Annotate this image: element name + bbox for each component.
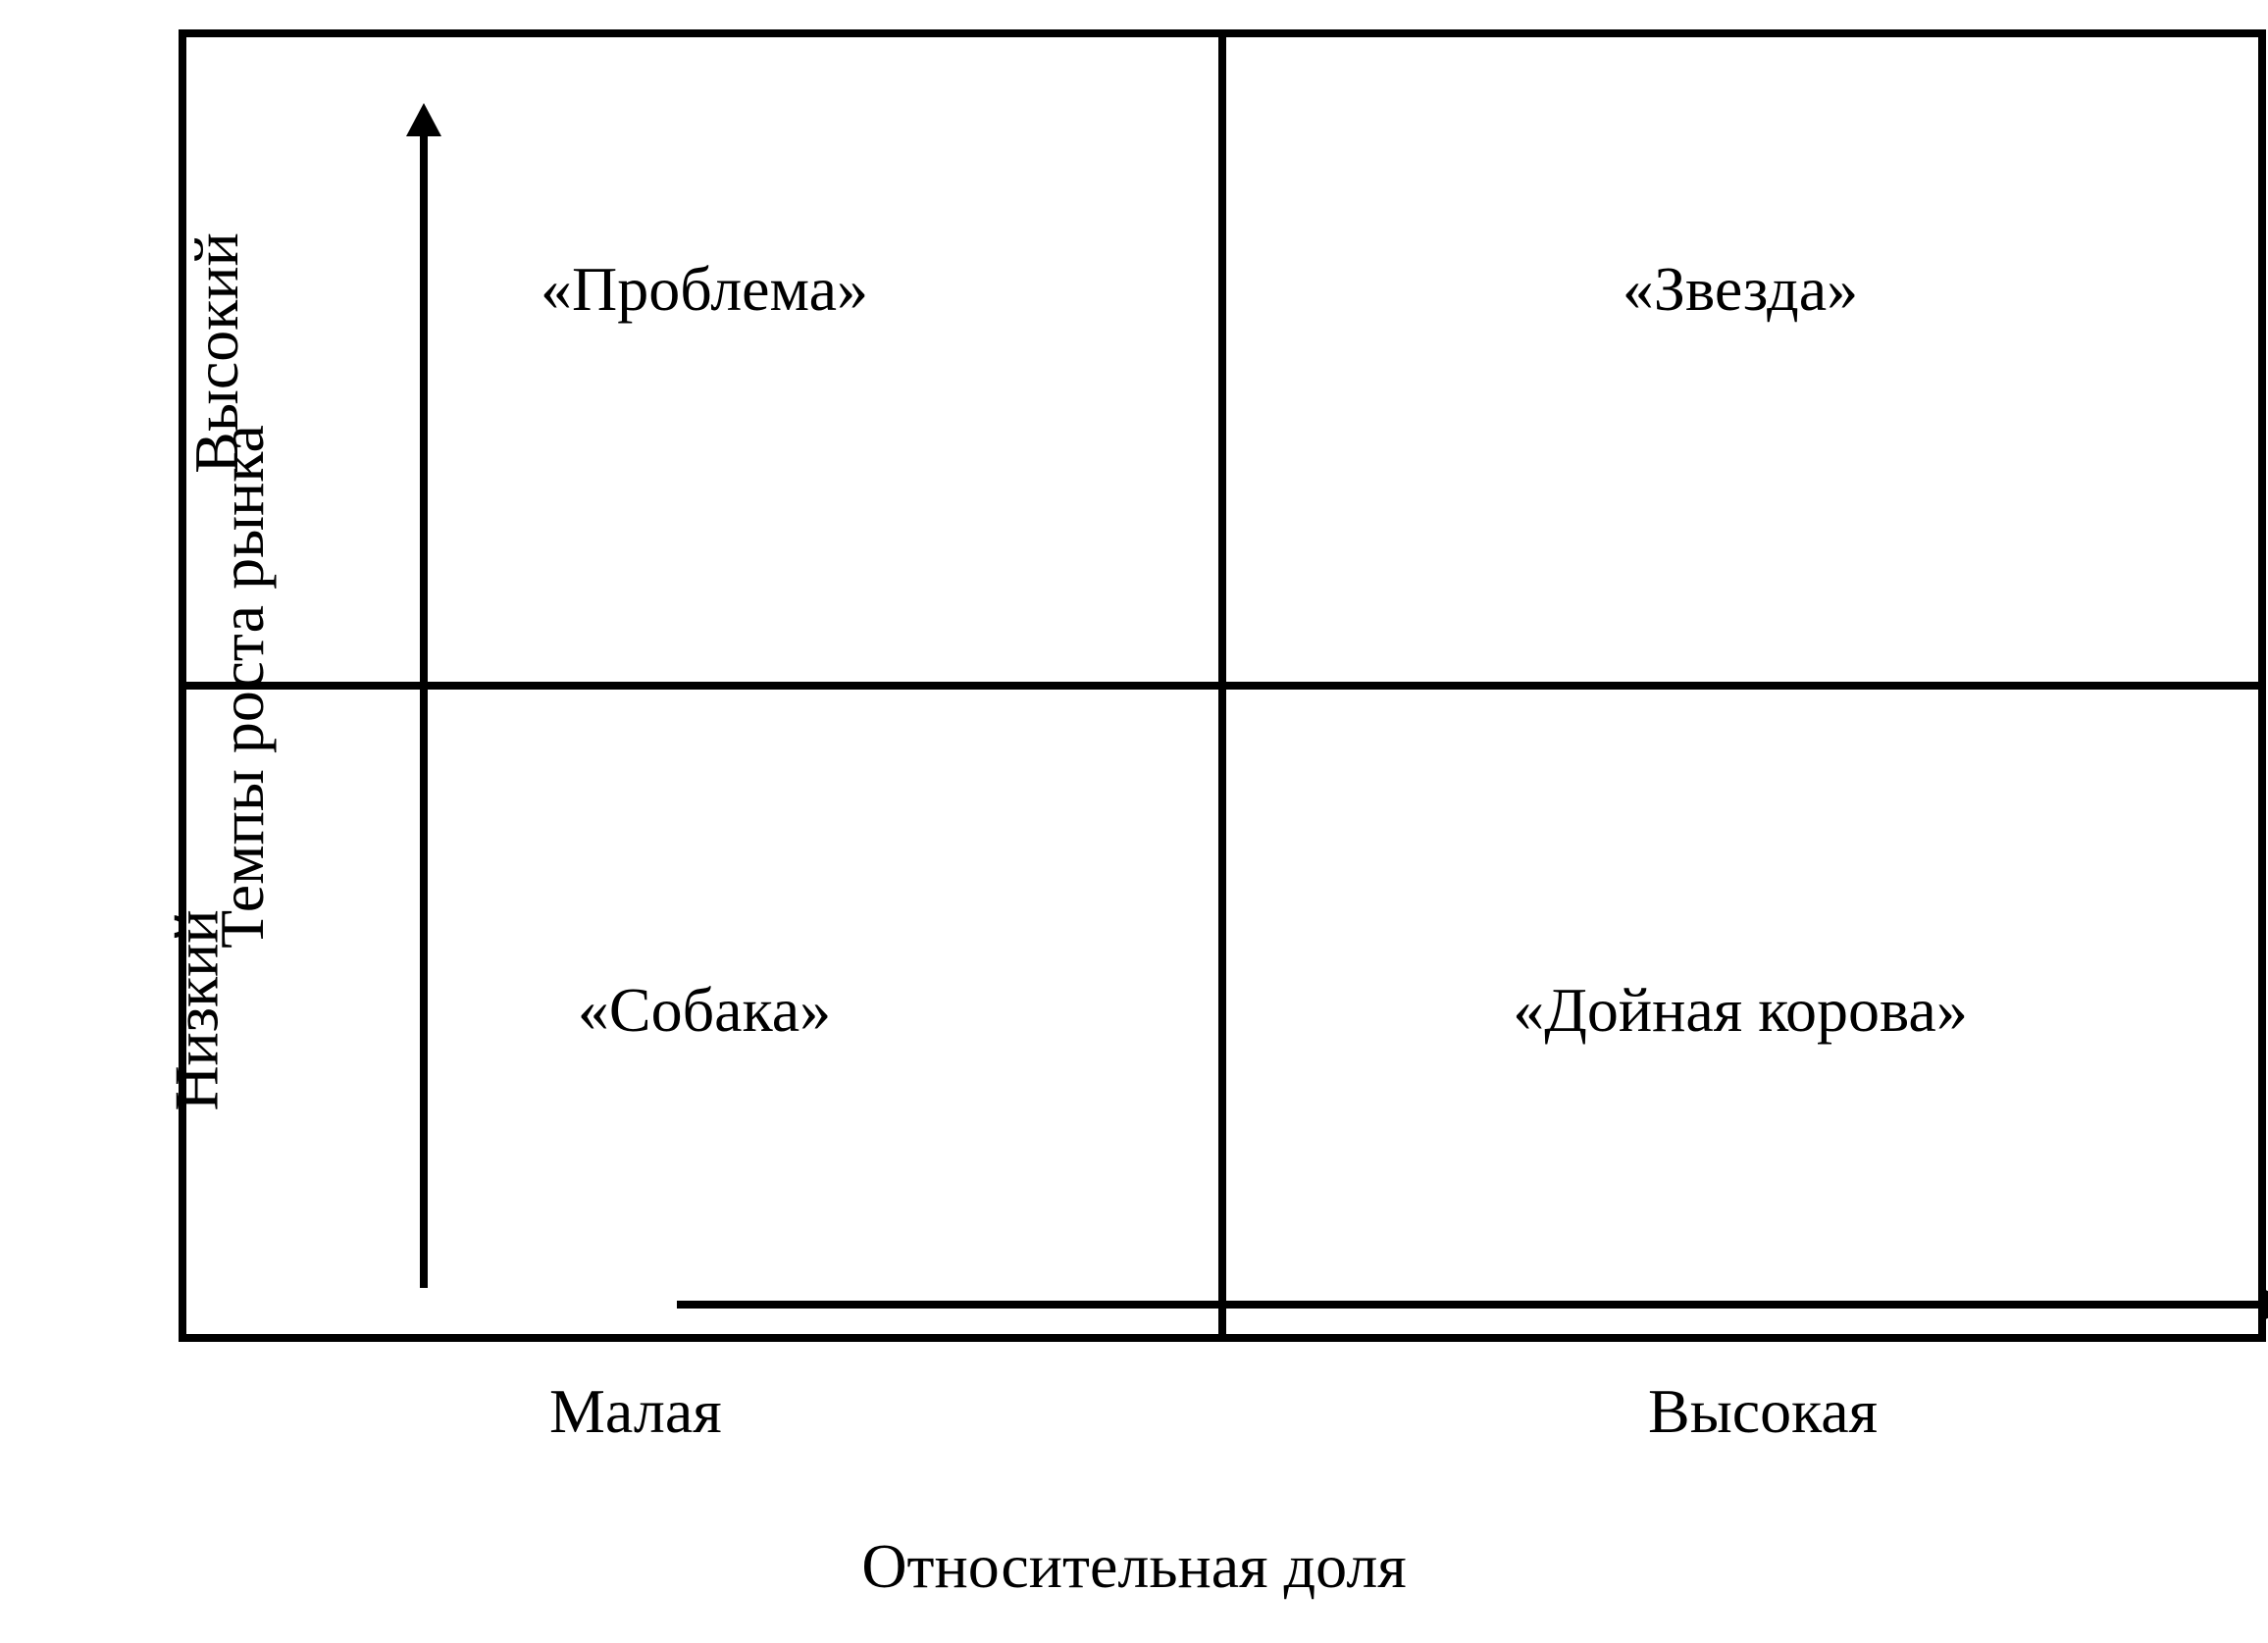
quadrant-label: «Собака» [578,974,831,1047]
quadrant-label: «Дойная корова» [1513,974,1968,1047]
quadrant-label: «Проблема» [541,253,868,326]
quadrant-label: «Звезда» [1623,253,1858,326]
y-axis-high-label: Высокий [180,232,253,474]
x-axis-low-label: Малая [549,1375,722,1448]
x-axis-high-label: Высокая [1648,1375,1878,1448]
quadrant-bottom-left: «Собака» [186,686,1222,1334]
y-axis-low-label: Низкий [161,909,233,1110]
matrix-grid: «Проблема» «Звезда» «Собака» «Дойная кор… [179,29,2266,1342]
x-axis-arrow-icon [677,1301,2266,1309]
quadrant-top-left: «Проблема» [186,37,1222,686]
x-axis-title: Относительная доля [861,1530,1406,1603]
bcg-matrix-diagram: «Проблема» «Звезда» «Собака» «Дойная кор… [0,0,2268,1643]
quadrant-top-right: «Звезда» [1222,37,2258,686]
horizontal-divider [186,682,2258,690]
y-axis-arrow-icon [420,130,428,1288]
y-axis-title: Темпы роста рынка [206,425,279,949]
quadrant-bottom-right: «Дойная корова» [1222,686,2258,1334]
